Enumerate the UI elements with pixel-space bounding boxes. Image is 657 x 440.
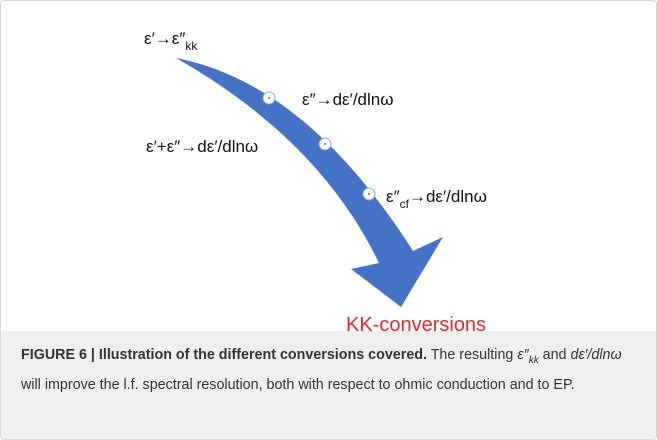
caption-math: ε″: [517, 347, 529, 363]
caption-text: The resulting: [426, 347, 518, 363]
label: ε′→ε″kk: [144, 29, 198, 53]
arrow: [176, 58, 443, 307]
caption: FIGURE 6 | Illustration of the different…: [1, 331, 656, 439]
figure: ε′→ε″kk ε″→dε′/dlnω ε′+ε″→dε′/dlnω ε″cf→…: [144, 29, 487, 331]
label: ε″cf→dε′/dlnω: [386, 187, 487, 211]
label: ε″→dε′/dlnω: [302, 90, 394, 109]
caption-math: ε″kk: [517, 347, 539, 366]
caption-math: dε′/dlnω: [570, 347, 622, 363]
caption-text: will improve the l.f. spectral resolutio…: [21, 376, 575, 393]
result-label: KK-conversions: [346, 314, 486, 331]
label: ε′+ε″→dε′/dlnω: [146, 137, 258, 156]
caption-text: and: [538, 347, 571, 363]
caption-label: FIGURE 6 | Illustration of the different…: [21, 347, 427, 363]
caption-sub: kk: [528, 354, 539, 366]
